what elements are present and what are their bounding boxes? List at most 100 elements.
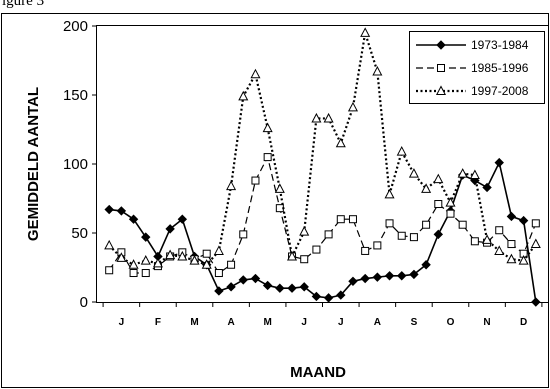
data-point (311, 112, 322, 123)
data-point (250, 68, 261, 79)
legend-entry: 1973-1984 (471, 38, 529, 52)
series-1973-1984 (104, 157, 541, 307)
data-point (494, 157, 504, 168)
x-tick-label: A (374, 317, 381, 328)
data-point (348, 215, 357, 224)
data-point (506, 211, 517, 222)
data-point (226, 180, 237, 191)
data-point (348, 276, 358, 287)
data-point (324, 230, 333, 239)
data-point (311, 291, 322, 302)
x-tick-label: S (411, 317, 418, 328)
data-point (434, 200, 443, 209)
data-point (360, 273, 370, 284)
x-tick-label: F (155, 317, 161, 328)
data-point (482, 182, 492, 193)
data-point (372, 272, 383, 282)
data-point (372, 65, 383, 76)
data-point (286, 250, 298, 261)
data-point (445, 197, 456, 207)
data-point (141, 232, 151, 242)
data-point (408, 168, 419, 178)
x-tick-label: J (119, 317, 125, 328)
data-point (347, 101, 359, 112)
data-point (287, 283, 297, 293)
data-point (104, 239, 115, 250)
data-point (201, 259, 212, 269)
data-point (250, 273, 261, 284)
data-point (433, 229, 444, 240)
data-point (165, 249, 176, 260)
x-tick-label: A (227, 317, 234, 328)
data-point (239, 230, 248, 239)
y-axis: 0 50 100 150 200 (63, 18, 97, 311)
data-point (422, 220, 431, 229)
data-point (226, 282, 236, 292)
data-point (128, 214, 139, 224)
data-point (495, 226, 504, 235)
data-point (140, 255, 151, 265)
data-point (446, 209, 455, 218)
data-point (312, 245, 321, 254)
data-point (214, 286, 224, 296)
data-point (397, 231, 406, 240)
data-point (396, 146, 407, 156)
data-point (361, 246, 370, 255)
data-point (482, 234, 493, 244)
data-point (152, 257, 163, 268)
data-point (116, 252, 127, 262)
x-tick-label: N (483, 317, 490, 328)
data-point (323, 293, 334, 303)
y-axis-title: GEMIDDELD AANTAL (25, 87, 42, 241)
y-tick-label: 50 (71, 225, 88, 242)
data-point (336, 215, 345, 224)
data-point (274, 183, 285, 193)
data-point (238, 90, 249, 101)
legend-entry: 1985-1996 (471, 61, 529, 75)
data-point (385, 219, 394, 228)
data-point (336, 290, 346, 300)
data-point (177, 250, 188, 261)
data-point (104, 204, 114, 215)
data-point (128, 259, 139, 269)
data-point (518, 215, 529, 226)
legend: 1973-1984 1985-1996 1997-2008 (409, 31, 545, 104)
data-point (458, 220, 467, 229)
data-point (507, 240, 516, 249)
data-point (360, 27, 371, 37)
data-point (262, 122, 273, 133)
data-point (165, 224, 175, 234)
data-point (323, 112, 334, 123)
series-line (109, 161, 537, 303)
data-point (530, 238, 541, 249)
x-tick-label: O (447, 317, 455, 328)
data-point (202, 249, 211, 258)
data-point (263, 153, 272, 162)
data-point (251, 176, 260, 185)
data-point (384, 188, 395, 199)
data-point (177, 214, 188, 224)
data-point (238, 275, 248, 285)
x-tick-label: M (190, 317, 198, 328)
y-tick-label: 200 (63, 18, 88, 35)
data-point (494, 245, 505, 255)
data-point (299, 282, 309, 292)
data-point (506, 253, 517, 264)
data-point (384, 271, 395, 281)
y-tick-label: 150 (63, 87, 88, 104)
x-tick-label: J (301, 317, 307, 328)
data-point (129, 269, 138, 278)
data-point (275, 283, 285, 293)
data-point (409, 269, 419, 280)
data-point (457, 168, 468, 178)
data-point (421, 260, 431, 270)
data-point (518, 255, 529, 265)
data-point (299, 226, 310, 236)
legend-marker (435, 85, 447, 95)
x-tick-label: J (338, 317, 344, 328)
data-point (531, 297, 541, 307)
data-point (300, 255, 309, 264)
data-point (335, 137, 346, 148)
